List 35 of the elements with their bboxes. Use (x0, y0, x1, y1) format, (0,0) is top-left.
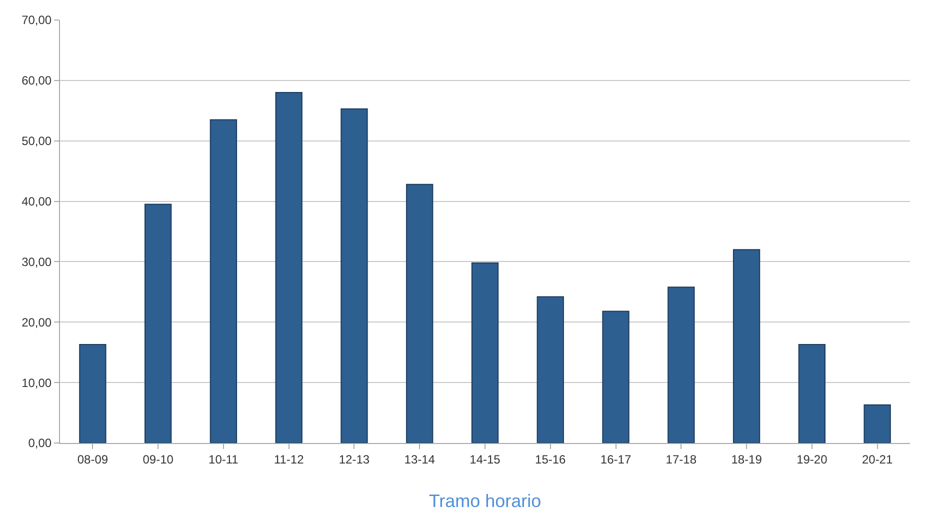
y-tick-label: 40,00 (22, 194, 52, 208)
x-tick-label: 10-11 (208, 452, 239, 466)
x-tick-label: 19-20 (796, 452, 828, 466)
bar (406, 184, 434, 443)
bar (732, 249, 760, 443)
x-tick-label: 14-15 (470, 452, 501, 466)
y-tick-label: 60,00 (22, 74, 52, 88)
y-tick-label: 70,00 (22, 13, 52, 28)
y-tick-label: 20,00 (22, 315, 52, 330)
y-tick-label: 10,00 (22, 376, 52, 390)
bar (79, 344, 106, 443)
bar (536, 296, 564, 443)
bar (668, 286, 695, 443)
x-tick-label: 15-16 (535, 452, 566, 466)
bar (210, 119, 238, 443)
x-tick-label: 13-14 (404, 452, 436, 466)
y-tick-label: 30,00 (22, 254, 52, 269)
x-tick-label: 12-13 (338, 452, 370, 466)
bar (798, 344, 826, 443)
x-tick-label: 20-21 (862, 452, 893, 466)
x-tick-label: 17-18 (666, 452, 697, 466)
y-tick-label: 0,00 (28, 436, 52, 450)
bar (864, 404, 891, 443)
x-tick-label: 16-17 (600, 452, 632, 466)
bar (602, 310, 630, 443)
bar (144, 204, 172, 443)
x-tick-label: 18-19 (731, 452, 762, 466)
bar (340, 108, 368, 443)
y-tick-label: 50,00 (22, 134, 52, 148)
x-tick-label: 09-10 (142, 452, 174, 466)
x-axis-title: Tramo horario (428, 491, 542, 511)
x-tick-label: 11-12 (274, 452, 304, 466)
bar (275, 92, 302, 443)
bar (471, 262, 499, 443)
x-tick-label: 08-09 (77, 452, 108, 466)
